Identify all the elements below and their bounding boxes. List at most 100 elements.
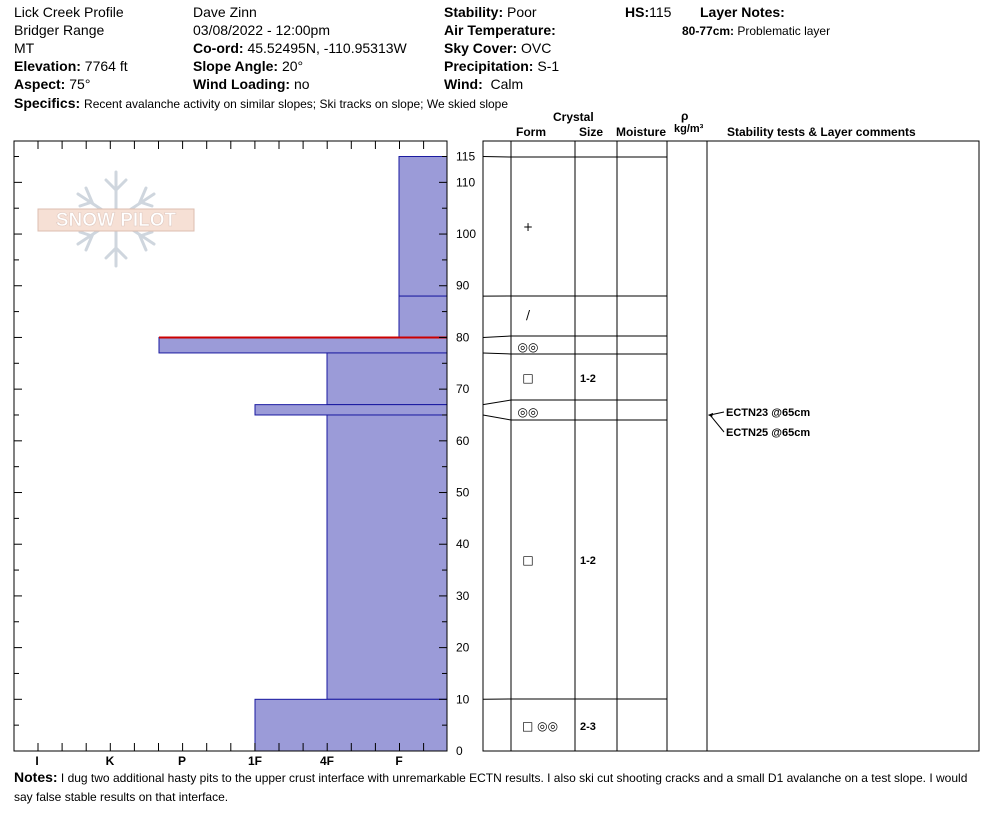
notes-label: Notes: (14, 769, 58, 785)
state-name: MT (14, 40, 35, 56)
wind-label: Wind: (444, 76, 483, 92)
stability-value: Poor (507, 4, 537, 20)
moisture-header: Moisture (616, 125, 667, 139)
elevation: Elevation: 7764 ft (14, 59, 128, 73)
depth-connector (482, 335, 512, 338)
sky-cover: Sky Cover: OVC (444, 41, 551, 55)
test-pointer (709, 414, 725, 433)
precipitation: Precipitation: S-1 (444, 59, 559, 73)
wind: Wind: Calm (444, 77, 523, 91)
specifics: Specifics: Recent avalanche activity on … (14, 96, 508, 110)
rho-symbol: ρ (681, 109, 689, 123)
layer-note: 80-77cm: Problematic layer (682, 25, 830, 37)
grain-form-symbol: + (523, 220, 533, 234)
sky-value: OVC (521, 40, 552, 56)
grain-form-symbol: / (526, 308, 531, 322)
grain-size: 2-3 (580, 721, 596, 733)
wind-value: Calm (490, 76, 524, 92)
profile-name: Lick Creek Profile (14, 4, 124, 20)
hardness-label-P: P (178, 754, 186, 768)
stability: Stability: Poor (444, 5, 537, 19)
stability-tests-header: Stability tests & Layer comments (727, 125, 916, 139)
depth-tick-label: 115 (456, 150, 475, 164)
hardness-label-1F: 1F (248, 754, 262, 768)
range-name: Bridger Range (14, 22, 105, 38)
hardness-bar-4 (254, 404, 448, 416)
observer: Dave Zinn (193, 4, 257, 20)
slope-angle: Slope Angle: 20° (193, 59, 303, 73)
depth-tick-label: 20 (456, 641, 470, 655)
notes: Notes: I dug two additional hasty pits t… (14, 768, 989, 807)
notes-text: I dug two additional hasty pits to the u… (14, 771, 968, 804)
depth-tick-label: 90 (456, 279, 470, 293)
precip-label: Precipitation: (444, 58, 534, 74)
crystal-header: Crystal (553, 110, 594, 124)
air-temperature: Air Temperature: (444, 23, 556, 37)
grain-size: 1-2 (580, 555, 596, 567)
form-header: Form (516, 125, 546, 139)
air-temp-label: Air Temperature: (444, 22, 556, 38)
snowpilot-logo: SNOW PILOT (37, 170, 195, 268)
depth-tick-label: 100 (456, 227, 476, 241)
depth-connector (482, 399, 512, 406)
hardness-bar-5 (326, 414, 448, 700)
logo-text: SNOW PILOT (56, 210, 177, 231)
aspect-value: 75° (69, 76, 91, 92)
coord-value: 45.52495N, -110.95313W (247, 40, 407, 56)
hardness-bars (158, 156, 448, 752)
stability-label: Stability: (444, 4, 504, 20)
depth-connector (482, 352, 512, 355)
depth-tick-label: 50 (456, 486, 470, 500)
depth-connector (482, 414, 512, 421)
hardness-label-I: I (35, 754, 38, 768)
depth-tick-label: 70 (456, 382, 470, 396)
datetime: 03/08/2022 - 12:00pm (193, 22, 330, 38)
stability-tests: ECTN23 @65cm ECTN25 @65cm (708, 407, 810, 439)
hardness-label-F: F (395, 754, 402, 768)
hardness-bar-3 (326, 352, 448, 406)
depth-tick-label: 30 (456, 589, 470, 603)
grain-form-symbol: ◎◎ (518, 405, 539, 419)
wind-loading-label: Wind Loading: (193, 76, 291, 92)
test-label: ECTN25 @65cm (726, 427, 810, 439)
depth-tick-label: 40 (456, 537, 470, 551)
grain-form-symbol: □ (522, 371, 533, 385)
hs-value: 115 (649, 4, 672, 20)
hs-label: HS: (625, 4, 650, 20)
aspect: Aspect: 75° (14, 77, 90, 91)
layer-notes-label: Layer Notes: (700, 4, 785, 20)
specifics-label: Specifics: (14, 95, 81, 111)
layer-table: + / ◎◎ □ 1-2 ◎◎ □ 1-2 □ ◎◎ 2-3 (482, 140, 980, 752)
depth-tick-label: 0 (456, 744, 463, 758)
coordinates: Co-ord: 45.52495N, -110.95313W (193, 41, 407, 55)
wind-loading: Wind Loading: no (193, 77, 310, 91)
depth-tick-label: 10 (456, 692, 470, 706)
grain-form-symbol: ◎◎ (518, 340, 539, 354)
test-label: ECTN23 @65cm (726, 407, 810, 419)
elevation-label: Elevation: (14, 58, 81, 74)
wind-loading-value: no (293, 76, 310, 92)
sky-label: Sky Cover: (444, 40, 518, 56)
size-header: Size (579, 125, 604, 139)
coord-label: Co-ord: (193, 40, 244, 56)
hardness-label-K: K (106, 754, 115, 768)
table-border (482, 140, 980, 752)
slope-label: Slope Angle: (193, 58, 279, 74)
specifics-text: Recent avalanche activity on similar slo… (84, 97, 509, 111)
hardness-bar-0 (398, 156, 448, 297)
test-arrow-icon (708, 412, 713, 417)
hardness-bar-1 (398, 295, 448, 338)
grain-form-symbol: □ (522, 553, 533, 567)
grain-form-symbol: □ ◎◎ (522, 719, 558, 733)
depth-tick-label: 80 (456, 330, 470, 344)
hardness-label-4F: 4F (320, 754, 334, 768)
grain-size: 1-2 (580, 373, 596, 385)
elevation-value: 7764 ft (84, 58, 128, 74)
hardness-bar-2 (158, 336, 448, 354)
precip-value: S-1 (537, 58, 560, 74)
hardness-bar-6 (254, 698, 448, 752)
depth-tick-label: 110 (456, 175, 475, 189)
depth-tick-label: 60 (456, 434, 470, 448)
layer-note-text: Problematic layer (737, 24, 831, 38)
